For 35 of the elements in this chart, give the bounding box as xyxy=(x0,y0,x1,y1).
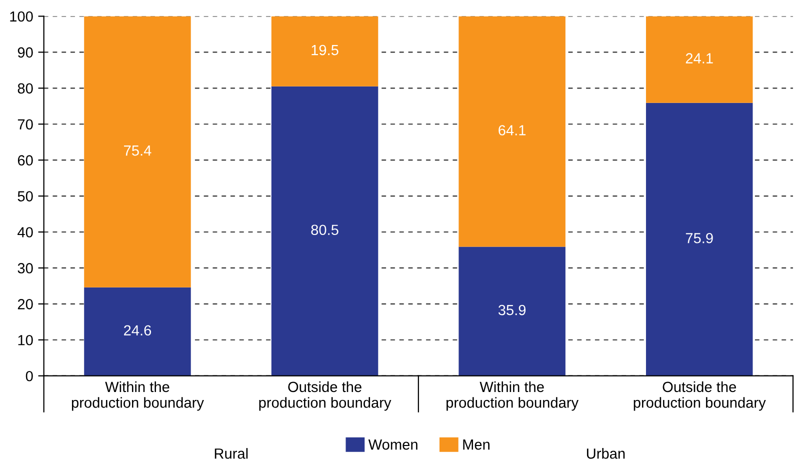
data-label: 64.1 xyxy=(498,125,526,136)
bar xyxy=(271,16,378,86)
data-label: 24.6 xyxy=(124,325,152,336)
y-tick-label: 10 xyxy=(18,334,33,346)
y-tick-label: 0 xyxy=(26,370,33,382)
y-tick-label: 20 xyxy=(18,299,33,310)
bar xyxy=(458,246,566,376)
bar xyxy=(84,287,191,376)
bar xyxy=(646,102,753,376)
y-tick-label: 90 xyxy=(18,47,33,58)
data-label: 80.5 xyxy=(311,224,338,236)
y-tick-label: 100 xyxy=(10,11,33,22)
y-tick-label: 70 xyxy=(18,119,33,130)
y-tick-label: 50 xyxy=(18,191,33,202)
legend-label: Men xyxy=(463,440,490,450)
data-label: 24.1 xyxy=(686,53,713,64)
x-tick-label: Outside the production boundary xyxy=(259,381,392,411)
y-tick-label: 60 xyxy=(18,155,33,166)
bar xyxy=(84,16,191,288)
bar xyxy=(271,86,378,376)
legend-label: Women xyxy=(368,440,418,450)
y-tick-label: 80 xyxy=(18,83,33,94)
y-tick-label: 40 xyxy=(18,227,33,238)
y-tick-label: 30 xyxy=(18,263,33,274)
data-label: 75.4 xyxy=(124,146,152,156)
data-label: 35.9 xyxy=(498,304,526,316)
text: Urban xyxy=(586,448,625,459)
text: Rural xyxy=(214,448,248,459)
x-tick-label: Within the production boundary xyxy=(72,381,204,411)
x-tick-label: Outside the production boundary xyxy=(634,381,766,411)
bar xyxy=(458,16,566,247)
data-label: 75.9 xyxy=(686,232,713,244)
x-tick-label: Within the production boundary xyxy=(446,381,579,411)
data-label: 19.5 xyxy=(312,44,338,56)
bar xyxy=(646,16,753,103)
